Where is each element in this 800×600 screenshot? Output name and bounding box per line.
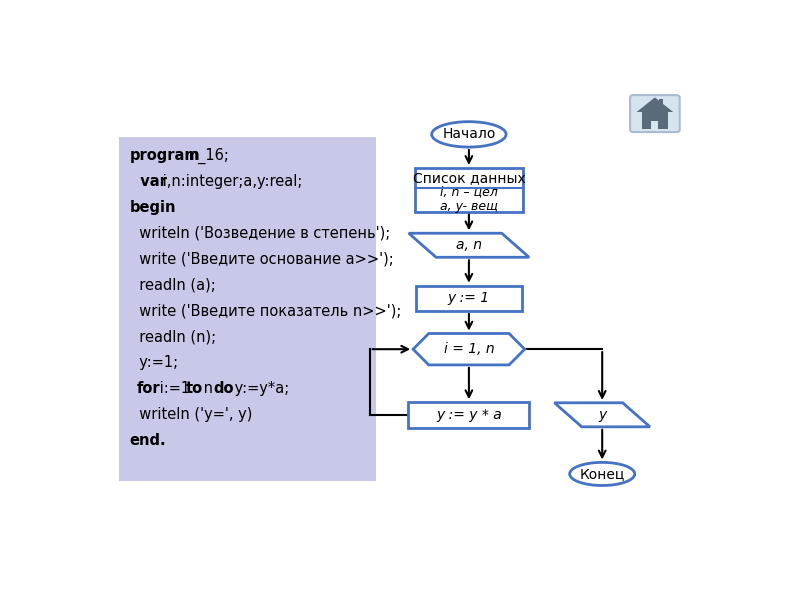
Text: writeln ('y=', y): writeln ('y=', y) [130,407,252,422]
FancyBboxPatch shape [651,121,658,129]
Text: i, n – цел
a, y- вещ: i, n – цел a, y- вещ [440,185,498,214]
Text: writeln ('Возведение в степень');: writeln ('Возведение в степень'); [130,226,390,241]
Text: var: var [130,174,166,189]
Text: Конец: Конец [579,467,625,481]
Text: i,n:integer;a,y:real;: i,n:integer;a,y:real; [158,174,302,189]
Text: y := y * a: y := y * a [436,408,502,422]
Text: readln (a);: readln (a); [130,278,215,293]
Ellipse shape [570,463,634,485]
Text: end.: end. [130,433,166,448]
FancyBboxPatch shape [118,137,376,481]
Text: i:=1: i:=1 [155,381,195,396]
FancyBboxPatch shape [642,112,668,129]
Polygon shape [637,97,673,112]
Text: do: do [214,381,234,396]
FancyBboxPatch shape [659,99,663,104]
Text: readln (n);: readln (n); [130,329,216,344]
Text: n: n [199,381,218,396]
Text: y:=1;: y:=1; [130,355,178,370]
Text: write ('Введите основание a>>');: write ('Введите основание a>>'); [130,252,394,267]
Ellipse shape [432,122,506,147]
Text: y: y [598,408,606,422]
FancyBboxPatch shape [409,402,530,428]
Text: n_16;: n_16; [185,148,230,164]
Text: y := 1: y := 1 [448,292,490,305]
Text: Начало: Начало [442,127,495,142]
Text: program: program [130,148,200,163]
Text: write ('Введите показатель n>>');: write ('Введите показатель n>>'); [130,304,401,319]
FancyBboxPatch shape [630,95,680,132]
Text: y:=y*a;: y:=y*a; [230,381,289,396]
Polygon shape [413,334,525,365]
Text: a, n: a, n [456,238,482,252]
Text: for: for [137,381,161,396]
Text: i = 1, n: i = 1, n [443,342,494,356]
Polygon shape [554,403,650,427]
Polygon shape [409,233,529,257]
FancyBboxPatch shape [416,286,522,311]
Text: begin: begin [130,200,176,215]
Text: to: to [186,381,203,396]
FancyBboxPatch shape [414,168,523,212]
Text: Список данных: Список данных [413,171,526,185]
